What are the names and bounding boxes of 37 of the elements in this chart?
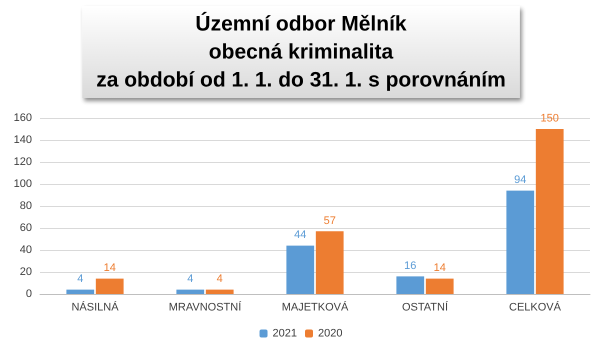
bar	[396, 276, 424, 294]
bar	[426, 278, 454, 294]
x-tick-label: MRAVNOSTNÍ	[168, 300, 242, 314]
data-label: 4	[216, 273, 223, 286]
bar	[206, 290, 234, 294]
bar	[176, 290, 204, 294]
bar	[506, 190, 534, 294]
data-label: 14	[434, 262, 446, 274]
data-label: 150	[540, 112, 559, 124]
y-tick-label: 20	[20, 266, 32, 278]
y-tick-label: 140	[14, 134, 32, 146]
data-label: 44	[294, 229, 306, 242]
y-tick-label: 160	[14, 112, 32, 124]
x-tick-label: OSTATNÍ	[402, 300, 449, 314]
data-label: 94	[514, 174, 526, 186]
bar	[316, 231, 344, 294]
y-tick-label: 80	[20, 200, 32, 212]
data-label: 4	[187, 273, 194, 286]
bar	[96, 278, 124, 294]
data-label: 4	[77, 273, 84, 286]
x-tick-label: CELKOVÁ	[509, 300, 562, 314]
y-tick-label: 60	[20, 222, 32, 234]
data-label: 16	[404, 260, 416, 272]
bar	[536, 129, 564, 294]
x-tick-label: NÁSILNÁ	[71, 300, 120, 314]
legend-label: 2021	[272, 328, 298, 340]
x-tick-label: MAJETKOVÁ	[282, 300, 349, 314]
data-label: 14	[104, 262, 116, 274]
y-tick-label: 40	[20, 244, 32, 256]
data-label: 57	[324, 214, 336, 227]
chart-title: Územní odbor Mělník obecná kriminalita za období od 1. 1. do 31. 1. s porovnáním	[96, 12, 506, 92]
y-tick-label: 0	[26, 288, 32, 300]
y-tick-label: 100	[14, 178, 32, 190]
bar	[66, 290, 94, 294]
y-tick-label: 120	[14, 156, 32, 168]
bar	[286, 246, 314, 294]
legend-label: 2020	[318, 328, 342, 340]
